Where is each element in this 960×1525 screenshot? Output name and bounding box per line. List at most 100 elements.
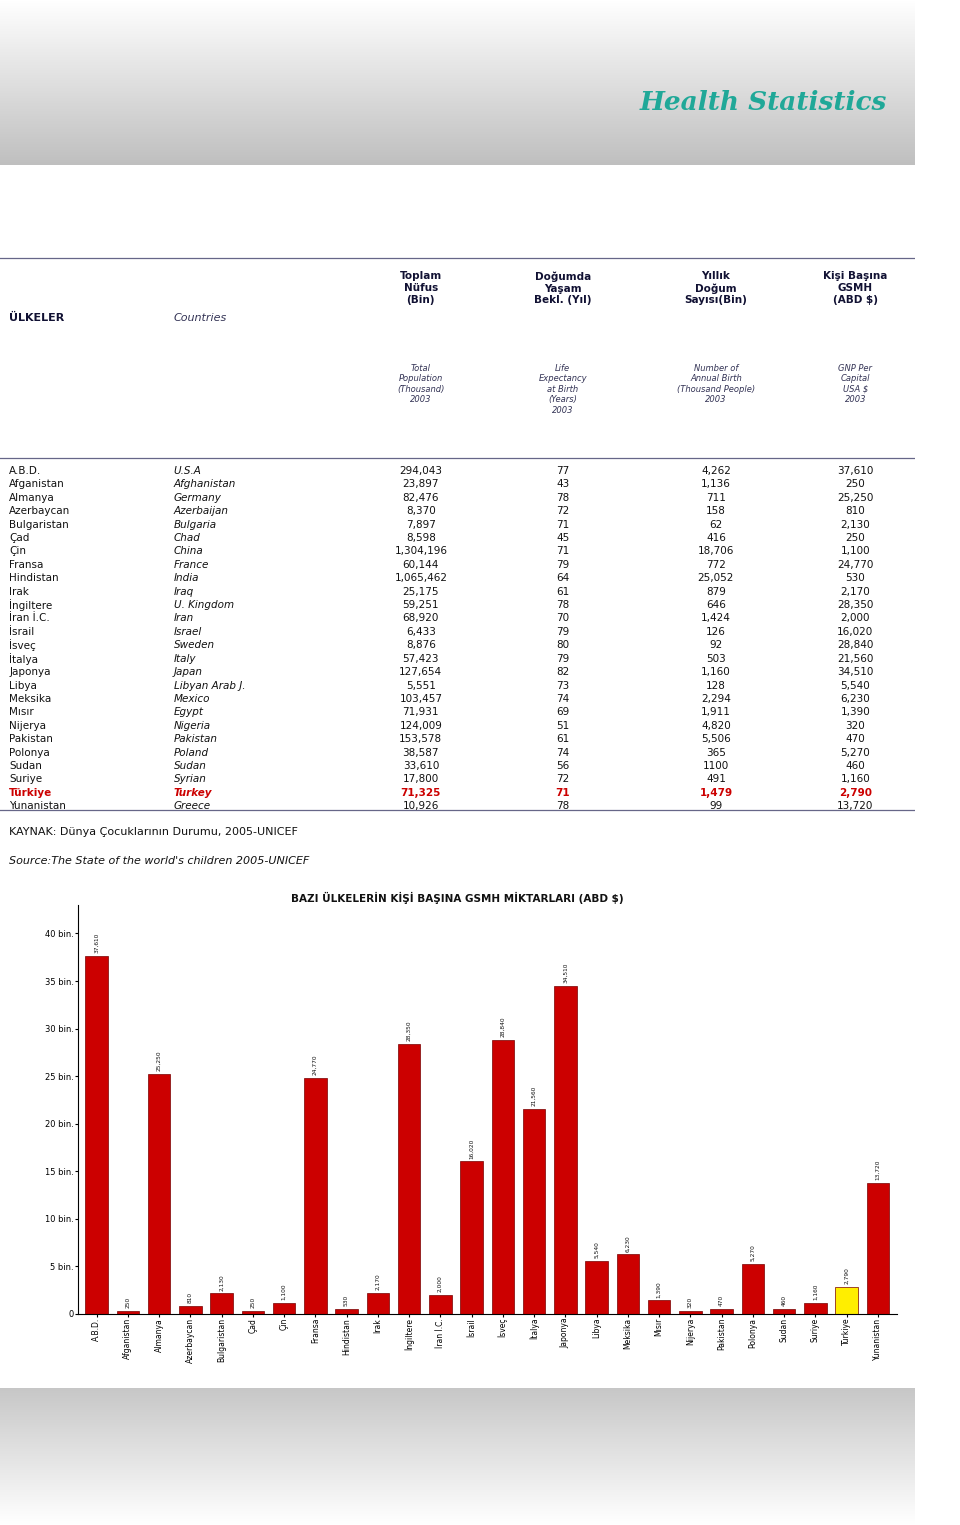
Text: Japonya: Japonya	[10, 666, 51, 677]
Text: Sudan: Sudan	[10, 761, 42, 772]
Text: Yunanistan: Yunanistan	[10, 801, 66, 811]
Text: 127,654: 127,654	[399, 666, 443, 677]
Text: 80: 80	[556, 640, 569, 650]
Text: Sudan: Sudan	[174, 761, 206, 772]
Bar	[397, 1045, 420, 1313]
Bar	[835, 1287, 858, 1313]
Text: 4,262: 4,262	[701, 465, 731, 476]
Text: 646: 646	[706, 599, 726, 610]
Text: İsrail: İsrail	[10, 627, 35, 637]
Text: Life
Expectancy
at Birth
(Years)
2003: Life Expectancy at Birth (Years) 2003	[539, 364, 587, 415]
Text: Turkey: Turkey	[174, 788, 212, 798]
Text: 74: 74	[556, 747, 569, 758]
Text: Number of
Annual Birth
(Thousand People)
2003: Number of Annual Birth (Thousand People)…	[677, 364, 755, 404]
Text: 71: 71	[556, 546, 569, 557]
Bar	[679, 1310, 702, 1313]
Text: 491: 491	[706, 775, 726, 784]
Text: 2,790: 2,790	[844, 1267, 849, 1284]
Text: 460: 460	[846, 761, 865, 772]
Bar	[586, 1261, 608, 1313]
Text: 1,390: 1,390	[657, 1281, 661, 1298]
Text: 99: 99	[709, 801, 723, 811]
Text: Japan: Japan	[174, 666, 203, 677]
Text: 61: 61	[556, 587, 569, 596]
Text: 1,424: 1,424	[701, 613, 731, 624]
Text: 37,610: 37,610	[94, 933, 99, 953]
Text: 24,770: 24,770	[313, 1055, 318, 1075]
Bar	[616, 1255, 639, 1313]
Text: 5,540: 5,540	[594, 1241, 599, 1258]
Bar	[710, 1308, 732, 1313]
Text: Almanya: Almanya	[10, 493, 55, 503]
Text: 365: 365	[706, 747, 726, 758]
Text: Mexico: Mexico	[174, 694, 210, 705]
Text: 28,840: 28,840	[500, 1016, 505, 1037]
Text: 77: 77	[556, 465, 569, 476]
Text: 25,250: 25,250	[837, 493, 874, 503]
Text: 71: 71	[556, 520, 569, 529]
Text: 38,587: 38,587	[402, 747, 439, 758]
Text: 460: 460	[781, 1295, 786, 1307]
Text: 25,175: 25,175	[402, 587, 439, 596]
Text: 61: 61	[556, 734, 569, 744]
Text: 5,540: 5,540	[841, 680, 871, 691]
Text: 5,270: 5,270	[751, 1244, 756, 1261]
Text: 2,000: 2,000	[438, 1275, 443, 1292]
Text: 71,931: 71,931	[402, 708, 439, 717]
Text: 530: 530	[846, 573, 865, 583]
Text: 79: 79	[556, 560, 569, 570]
Text: 1,100: 1,100	[281, 1284, 286, 1301]
Text: 2,170: 2,170	[375, 1273, 380, 1290]
Text: 5,270: 5,270	[841, 747, 871, 758]
Text: GNP Per
Capital
USA $
2003: GNP Per Capital USA $ 2003	[838, 364, 873, 404]
Text: 34,510: 34,510	[563, 962, 567, 982]
Text: Germany: Germany	[174, 493, 222, 503]
Bar	[304, 1078, 326, 1313]
Text: 78: 78	[556, 599, 569, 610]
Bar	[773, 1310, 795, 1313]
Text: 10,926: 10,926	[402, 801, 439, 811]
Text: Hindistan: Hindistan	[10, 573, 59, 583]
Text: 7: 7	[929, 1481, 946, 1501]
Text: A.B.D.: A.B.D.	[10, 465, 41, 476]
Text: 810: 810	[188, 1292, 193, 1304]
Text: KAYNAK: Dünya Çocuklarının Durumu, 2005-UNICEF: KAYNAK: Dünya Çocuklarının Durumu, 2005-…	[10, 827, 298, 837]
Text: 250: 250	[125, 1298, 131, 1308]
Text: 68,920: 68,920	[402, 613, 439, 624]
Text: İran İ.C.: İran İ.C.	[10, 613, 50, 624]
Text: Çad: Çad	[10, 532, 30, 543]
Text: Pakistan: Pakistan	[10, 734, 53, 744]
Text: Bulgaria: Bulgaria	[174, 520, 217, 529]
Text: 69: 69	[556, 708, 569, 717]
Text: Türkiye: Türkiye	[10, 788, 53, 798]
Text: 1,160: 1,160	[701, 666, 731, 677]
Text: 60,144: 60,144	[402, 560, 439, 570]
Text: Libya: Libya	[10, 680, 37, 691]
Text: 25,052: 25,052	[698, 573, 734, 583]
Text: 250: 250	[251, 1298, 255, 1308]
Text: 503: 503	[706, 654, 726, 663]
Text: BAZI ÜLKELERİN KİŞİ BAŞINA GSMH MİKTARLARI (ABD $): BAZI ÜLKELERİN KİŞİ BAŞINA GSMH MİKTARLA…	[291, 892, 624, 904]
Text: 470: 470	[719, 1295, 724, 1307]
Text: 2,294: 2,294	[701, 694, 731, 705]
Text: 28,350: 28,350	[837, 599, 874, 610]
Bar	[492, 1040, 514, 1313]
Text: 2,000: 2,000	[841, 613, 870, 624]
Text: 1,911: 1,911	[701, 708, 731, 717]
Text: Egypt: Egypt	[174, 708, 204, 717]
Text: Fransa: Fransa	[10, 560, 43, 570]
Bar	[648, 1301, 670, 1313]
Bar	[367, 1293, 389, 1313]
Text: 62: 62	[709, 520, 723, 529]
Text: 1,065,462: 1,065,462	[395, 573, 447, 583]
Text: Source:The State of the world's children 2005-UNICEF: Source:The State of the world's children…	[10, 856, 309, 866]
Text: 17,800: 17,800	[402, 775, 439, 784]
Text: Health Statistics: Health Statistics	[640, 90, 887, 114]
Text: 37,610: 37,610	[837, 465, 874, 476]
Bar	[804, 1302, 827, 1313]
Text: 250: 250	[846, 479, 865, 490]
Text: Total
Population
(Thousand)
2003: Total Population (Thousand) 2003	[397, 364, 444, 404]
Text: 51: 51	[556, 721, 569, 730]
Bar	[429, 1295, 451, 1313]
Text: İngiltere: İngiltere	[10, 599, 53, 612]
